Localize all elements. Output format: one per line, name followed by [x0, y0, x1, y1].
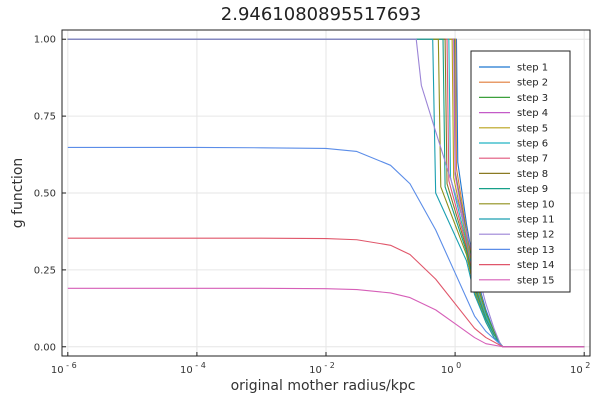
x-tick-base: 10 [51, 365, 64, 376]
x-tick-label: 10 - 4 [180, 361, 206, 376]
legend-label: step 14 [517, 260, 555, 271]
x-tick-base: 10 [441, 365, 454, 376]
legend-label: step 4 [517, 108, 548, 119]
legend-label: step 5 [517, 123, 548, 134]
legend-label: step 11 [517, 215, 555, 226]
x-axis-label: original mother radius/kpc [231, 378, 416, 394]
y-tick-label: 0.75 [34, 112, 56, 123]
legend-label: step 3 [517, 93, 548, 104]
legend-label: step 1 [517, 63, 548, 74]
legend-label: step 9 [517, 184, 548, 195]
legend-label: step 15 [517, 275, 555, 286]
x-tick-exponent: - 6 [64, 361, 77, 370]
series-line-step-13 [67, 146, 585, 348]
legend-label: step 10 [517, 199, 555, 210]
legend: step 1 step 2 step 3 step 4 step 5 step 6 step… [470, 50, 571, 293]
x-tick-exponent: 2 [583, 361, 591, 370]
x-tick-label: 10 - 6 [51, 361, 77, 376]
series-line-step-15 [67, 287, 585, 348]
x-tick-label: 10 0 [441, 361, 461, 376]
x-tick-label: 10 - 2 [309, 361, 335, 376]
x-tick-exponent: 0 [454, 361, 462, 370]
legend-label: step 6 [517, 139, 548, 150]
tick-layer: 10 - 6 10 - 4 10 - 2 10 0 10 20.000.250.500.… [34, 35, 591, 376]
x-tick-base: 10 [570, 365, 583, 376]
legend-label: step 2 [517, 78, 548, 89]
y-axis-label: g function [10, 158, 26, 229]
chart-title: 2.9461080895517693 [221, 4, 421, 25]
y-tick-label: 0.50 [34, 189, 56, 200]
legend-label: step 7 [517, 154, 548, 165]
y-tick-label: 1.00 [34, 35, 56, 46]
legend-label: step 8 [517, 169, 548, 180]
x-tick-exponent: - 2 [322, 361, 335, 370]
y-tick-label: 0.25 [34, 265, 56, 276]
legend-label: step 13 [517, 245, 555, 256]
legend-label: step 12 [517, 230, 555, 241]
x-tick-base: 10 [180, 365, 193, 376]
x-tick-exponent: - 4 [193, 361, 206, 370]
x-tick-base: 10 [309, 365, 322, 376]
y-tick-label: 0.00 [34, 342, 56, 353]
x-tick-label: 10 2 [570, 361, 590, 376]
series-line-step-14 [67, 237, 585, 348]
legend-box [470, 50, 571, 293]
